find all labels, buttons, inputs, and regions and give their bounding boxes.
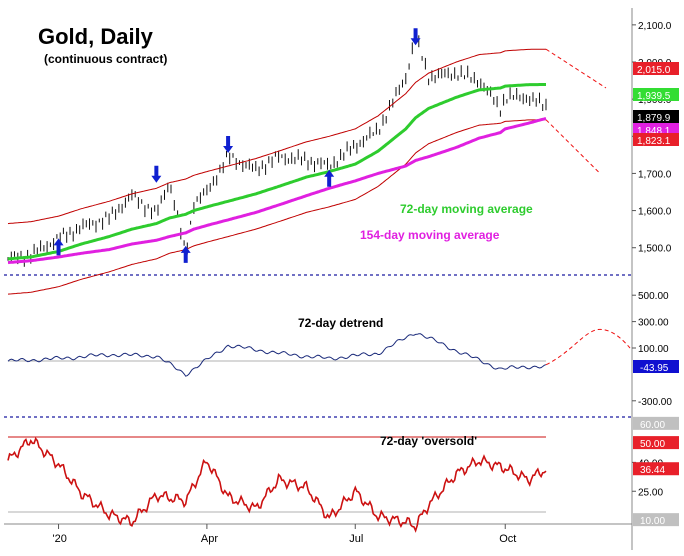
detrend-title: 72-day detrend: [298, 316, 383, 330]
x-axis: '20 Apr Jul Oct: [53, 524, 516, 545]
lower-band-projection: [545, 119, 601, 174]
oversold-line: [7, 436, 547, 533]
price-tick-label: 1,600.0: [638, 207, 672, 218]
chart-subtitle: (continuous contract): [44, 52, 167, 66]
price-label-text: 1,879.9: [637, 113, 671, 124]
x-tick-label: Apr: [201, 533, 218, 545]
detrend-value-label: -43.95: [633, 360, 679, 374]
x-tick-label: Oct: [499, 533, 516, 545]
detrend-label-text: -43.95: [640, 363, 669, 374]
oversold-label-box: [633, 462, 679, 476]
ma154-annotation: 154-day moving average: [360, 228, 500, 242]
lower-band-line: [7, 119, 546, 295]
price-label-box: [633, 62, 679, 75]
price-label-box: [633, 88, 679, 101]
price-bars: [7, 35, 547, 267]
chart-title: Gold, Daily: [38, 24, 154, 49]
oversold-title: 72-day 'oversold': [380, 434, 477, 448]
oversold-label-box: [633, 416, 679, 430]
cycle-arrow-down: [223, 136, 234, 153]
oversold-label-text: 10.00: [640, 516, 665, 527]
detrend-tick-label: 300.00: [638, 318, 669, 329]
detrend-line: [7, 333, 547, 377]
price-label-box: [633, 123, 679, 136]
detrend-tick-label: 500.00: [638, 291, 669, 302]
cycle-arrow-up: [53, 238, 64, 256]
detrend-y-axis: 500.00 300.00 100.00 -300.00: [632, 291, 672, 408]
cycle-arrow-up: [180, 245, 191, 263]
ma72-annotation: 72-day moving average: [400, 202, 533, 216]
oversold-label-box: [633, 436, 679, 450]
price-label-text: 2,015.0: [637, 65, 671, 76]
ma154-line: [7, 116, 547, 265]
oversold-tick-label: 25.00: [638, 487, 663, 498]
cycle-arrow-up: [324, 169, 335, 187]
cycle-arrow-down: [410, 28, 421, 46]
price-label-text: 1,939.5: [637, 91, 671, 102]
price-tick-label: 2,100.0: [638, 21, 672, 32]
upper-band-projection: [545, 48, 607, 89]
ma72-line: [7, 83, 546, 261]
oversold-label-text: 60.00: [640, 420, 665, 431]
price-value-labels: 2,015.0 1,939.5 1,879.9 1,848.11,823.1: [633, 62, 679, 147]
oversold-label-box: [633, 513, 679, 527]
oversold-label-text: 36.44: [640, 465, 665, 476]
price-label-box: [633, 133, 679, 146]
detrend-tick-label: -300.00: [638, 397, 672, 408]
detrend-tick-label: 100.00: [638, 344, 669, 355]
upper-band-line: [7, 48, 546, 225]
price-label-box: [633, 110, 679, 123]
price-label-text: 1,823.1: [637, 136, 671, 147]
oversold-label-text: 50.00: [640, 439, 665, 450]
cycle-arrows: [53, 28, 421, 263]
detrend-projection: [545, 329, 631, 366]
oversold-value-labels: 60.00 50.00 36.44 10.00: [633, 416, 679, 527]
price-tick-label: 1,700.0: [638, 169, 672, 180]
detrend-label-box: [633, 360, 679, 374]
x-tick-label: Jul: [349, 533, 363, 545]
x-tick-label: '20: [53, 533, 67, 545]
cycle-arrow-down: [151, 165, 162, 183]
price-label-text: 1,848.1: [637, 126, 671, 137]
price-tick-label: 1,500.0: [638, 244, 672, 255]
